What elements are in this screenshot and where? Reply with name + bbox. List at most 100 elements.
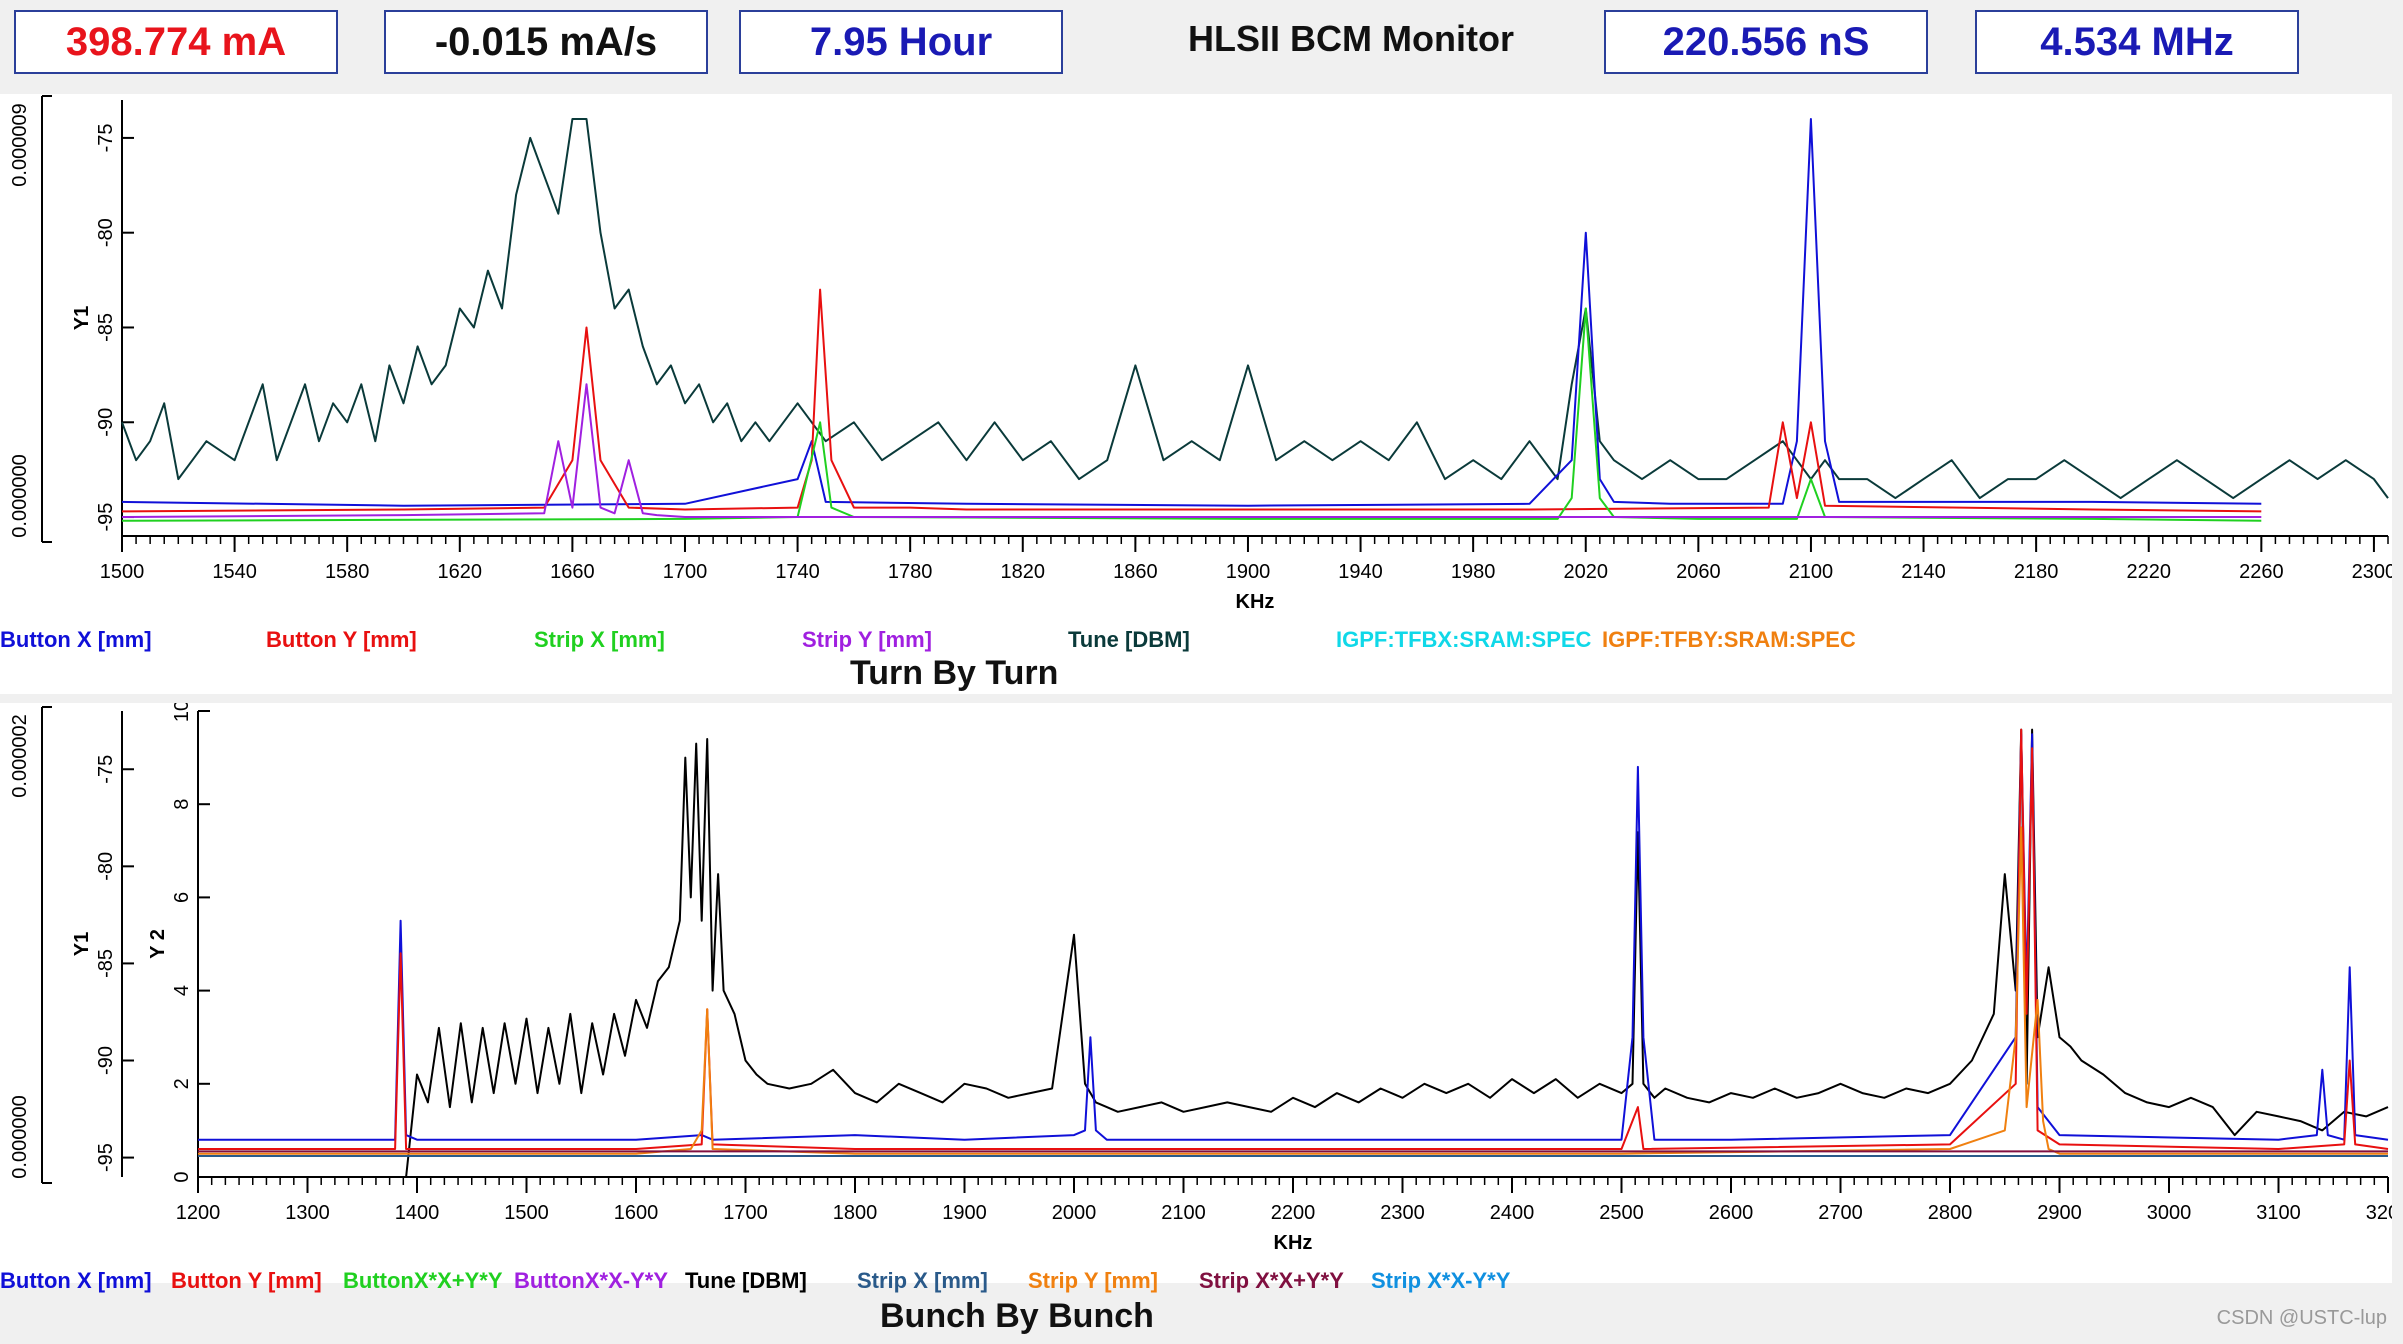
- y2-tick-label: 2: [171, 1078, 193, 1089]
- bunch-by-bunch-plot: 1200 1300 1400 1500 1600 1700 1800 1900 2000 2100…: [9, 700, 2403, 1254]
- y1-axis-label: Y1: [71, 932, 93, 956]
- x-tick-label: 2300: [1380, 1202, 1425, 1224]
- legend-entry: IGPF:TFBY:SRAM:SPEC: [1602, 627, 1856, 652]
- lifetime-value: 7.95 Hour: [809, 19, 993, 64]
- x-tick-label: 1800: [833, 1202, 878, 1224]
- bunch-by-bunch-chart[interactable]: 1200 1300 1400 1500 1600 1700 1800 1900 2000 2100…: [0, 700, 2403, 1283]
- x-tick-label: 1200: [176, 1202, 221, 1224]
- y1-tick-label: -95: [95, 503, 117, 532]
- x-tick-label: 1300: [285, 1202, 330, 1224]
- x-tick-label: 1500: [504, 1202, 549, 1224]
- x-tick-label: 2000: [1052, 1202, 1097, 1224]
- x-tick-label: 2100: [1789, 561, 1834, 583]
- x-tick-label: 1900: [1226, 561, 1271, 583]
- period-box: 220.556 nS: [1604, 10, 1928, 74]
- legend-entry: Strip X*X-Y*Y: [1371, 1268, 1511, 1293]
- x-tick-label: 1980: [1451, 561, 1496, 583]
- x-tick-label: 2600: [1709, 1202, 1754, 1224]
- x-tick-label: 1820: [1001, 561, 1046, 583]
- period-value: 220.556 nS: [1662, 19, 1870, 64]
- lifetime-box: 7.95 Hour: [739, 10, 1063, 74]
- aux-axis-top-label: 0.000002: [9, 714, 31, 797]
- app-title: HLSII BCM Monitor: [1188, 18, 1514, 59]
- y2-tick-label: 4: [171, 985, 193, 996]
- legend-entry: Button X [mm]: [0, 1268, 152, 1293]
- x-tick-label: 1900: [942, 1202, 987, 1224]
- legend-entry: Strip X [mm]: [534, 627, 665, 652]
- current-rate-box: -0.015 mA/s: [384, 10, 708, 74]
- y1-tick-label: -80: [95, 852, 117, 881]
- legend-entry: Tune [DBM]: [685, 1268, 807, 1293]
- y2-tick-label: 0: [171, 1171, 193, 1182]
- series-line: [121, 307, 2262, 522]
- legend-entry: Button Y [mm]: [171, 1268, 322, 1293]
- x-tick-label: 3100: [2256, 1202, 2301, 1224]
- x-tick-label: 2400: [1490, 1202, 1535, 1224]
- x-tick-label: 1700: [723, 1202, 768, 1224]
- x-tick-label: 1740: [775, 561, 820, 583]
- series-line: [198, 728, 2389, 1150]
- turn-by-turn-chart[interactable]: 1500 1540 1580 1620 1660 1700 1740 1780 1820 1860…: [0, 94, 2396, 694]
- legend-entry: Strip Y [mm]: [1028, 1268, 1158, 1293]
- aux-axis-top-label: 0.000009: [9, 103, 31, 186]
- x-tick-label: 2020: [1564, 561, 1609, 583]
- x-tick-label: 1400: [395, 1202, 440, 1224]
- bunch-by-bunch-title: Bunch By Bunch: [880, 1297, 1154, 1335]
- legend-entry: Strip Y [mm]: [802, 627, 932, 652]
- turn-by-turn-title: Turn By Turn: [850, 654, 1059, 692]
- x-tick-label: 2500: [1599, 1202, 1644, 1224]
- series-line: [121, 383, 2262, 518]
- x-tick-label: 2200: [1271, 1202, 1316, 1224]
- legend-entry: IGPF:TFBX:SRAM:SPEC: [1336, 627, 1592, 652]
- current-rate-value: -0.015 mA/s: [434, 19, 658, 64]
- x-tick-label: 2700: [1818, 1202, 1863, 1224]
- legend-entry: Strip X [mm]: [857, 1268, 988, 1293]
- x-tick-label: 1600: [614, 1202, 659, 1224]
- y1-tick-label: -80: [95, 218, 117, 247]
- series-line: [198, 826, 2388, 1155]
- series-line: [121, 288, 2262, 513]
- y2-tick-label: 10: [171, 703, 193, 722]
- x-tick-label: 1780: [888, 561, 933, 583]
- y1-tick-label: -75: [95, 123, 117, 152]
- turn-by-turn-plot: 1500 1540 1580 1620 1660 1700 1740 1780 1820 1860…: [9, 95, 2396, 613]
- y1-tick-label: -75: [95, 755, 117, 784]
- series-line: [121, 118, 2389, 500]
- y2-tick-label: 8: [171, 799, 193, 810]
- x-axis-label: KHz: [1236, 591, 1275, 613]
- x-tick-label: 2100: [1161, 1202, 1206, 1224]
- x-tick-label: 1660: [550, 561, 595, 583]
- x-tick-label: 2140: [1901, 561, 1946, 583]
- y1-tick-label: -90: [95, 408, 117, 437]
- series-line: [198, 733, 2389, 1141]
- beam-current-box: 398.774 mA: [14, 10, 338, 74]
- series-line: [121, 118, 2262, 507]
- x-tick-label: 2300: [2352, 561, 2392, 583]
- y1-tick-label: -90: [95, 1046, 117, 1075]
- x-axis-label: KHz: [1274, 1232, 1313, 1254]
- frequency-value: 4.534 MHz: [2040, 19, 2234, 64]
- x-tick-label: 1700: [663, 561, 708, 583]
- y2-tick-label: 6: [171, 892, 193, 903]
- legend-entry: Button Y [mm]: [266, 627, 417, 652]
- x-tick-label: 2260: [2239, 561, 2284, 583]
- x-tick-label: 1500: [100, 561, 145, 583]
- x-tick-label: 2220: [2126, 561, 2171, 583]
- watermark: CSDN @USTC-lup: [2216, 1307, 2387, 1329]
- legend-entry: Tune [DBM]: [1068, 627, 1190, 652]
- x-tick-label: 1940: [1338, 561, 1383, 583]
- legend-entry: Button X [mm]: [0, 627, 152, 652]
- x-tick-label: 2060: [1676, 561, 1721, 583]
- y1-tick-label: -95: [95, 1143, 117, 1172]
- y1-tick-label: -85: [95, 313, 117, 342]
- x-tick-label: 1620: [438, 561, 483, 583]
- aux-axis-bottom-label: 0.000000: [9, 1095, 31, 1178]
- y1-tick-label: -85: [95, 949, 117, 978]
- series-line: [198, 728, 2389, 1178]
- legend-entry: ButtonX*X-Y*Y: [514, 1268, 668, 1293]
- y2-axis-label: Y 2: [147, 929, 169, 959]
- legend-entry: Strip X*X+Y*Y: [1199, 1268, 1344, 1293]
- x-tick-label: 1860: [1113, 561, 1158, 583]
- legend-entry: ButtonX*X+Y*Y: [343, 1268, 503, 1293]
- x-tick-label: 3200: [2366, 1202, 2392, 1224]
